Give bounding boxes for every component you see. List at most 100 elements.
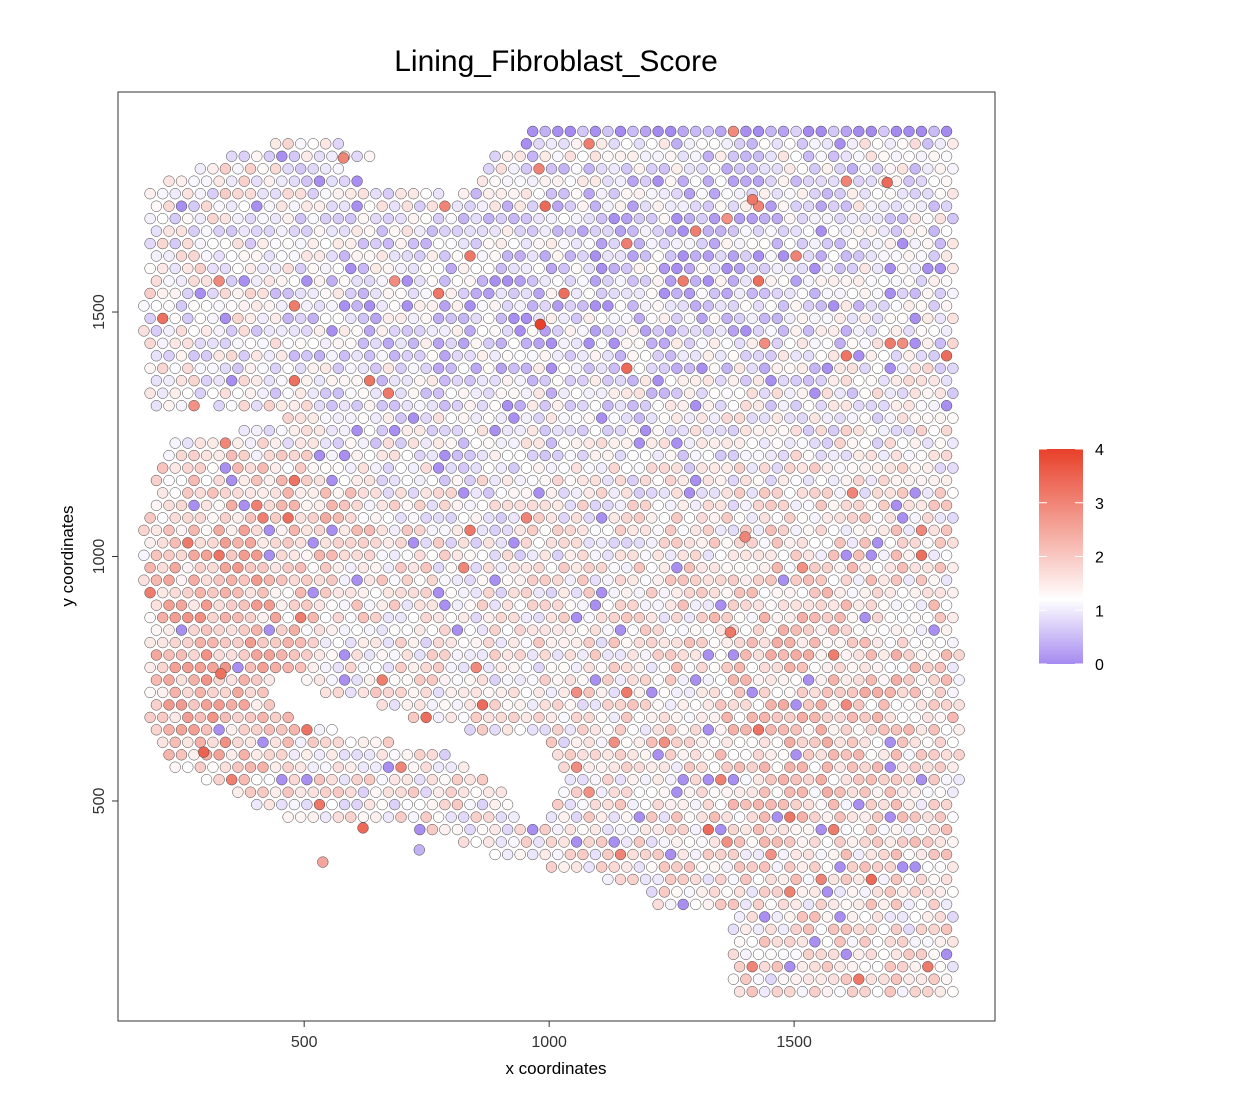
spot-point bbox=[947, 861, 959, 873]
spot-point bbox=[363, 275, 376, 287]
spot-point bbox=[834, 836, 846, 848]
spot-point bbox=[815, 724, 827, 736]
spot-point bbox=[351, 275, 363, 287]
spot-point bbox=[759, 212, 771, 225]
spot-point bbox=[370, 786, 382, 798]
spot-point bbox=[690, 724, 702, 736]
spot-point bbox=[288, 300, 301, 312]
spot-point bbox=[658, 462, 671, 474]
spot-point bbox=[702, 574, 714, 586]
spot-point bbox=[627, 524, 639, 536]
spot-point bbox=[420, 512, 432, 524]
spot-point bbox=[759, 287, 771, 300]
spot-point bbox=[175, 574, 188, 586]
spot-point bbox=[520, 237, 533, 250]
spot-point bbox=[765, 275, 777, 287]
spot-point bbox=[802, 774, 815, 786]
spot-point bbox=[633, 861, 645, 873]
spot-point bbox=[947, 961, 959, 973]
spot-point bbox=[589, 724, 602, 736]
spot-point bbox=[614, 674, 627, 686]
spot-point bbox=[470, 786, 482, 798]
spot-point bbox=[646, 188, 658, 200]
chart-title: Lining_Fibroblast_Score bbox=[394, 45, 718, 78]
spot-point bbox=[426, 350, 438, 362]
spot-point bbox=[608, 437, 620, 449]
spot-point bbox=[608, 587, 620, 599]
spot-point bbox=[382, 362, 395, 374]
spot-point bbox=[771, 287, 783, 300]
spot-point bbox=[144, 312, 156, 325]
spot-point bbox=[320, 736, 332, 748]
spot-point bbox=[527, 150, 539, 162]
spot-point bbox=[802, 948, 815, 960]
spot-point bbox=[690, 774, 702, 786]
spot-point bbox=[733, 163, 746, 175]
spot-point bbox=[790, 175, 802, 187]
spot-point bbox=[702, 150, 714, 162]
spot-point bbox=[552, 823, 564, 836]
spot-point bbox=[251, 350, 263, 362]
spot-point bbox=[188, 325, 200, 337]
spot-point bbox=[326, 250, 338, 262]
spot-point bbox=[690, 549, 702, 561]
spot-point bbox=[194, 512, 206, 524]
spot-point bbox=[332, 462, 344, 474]
spot-point bbox=[834, 911, 846, 923]
spot-point bbox=[746, 437, 758, 449]
spot-point bbox=[915, 424, 928, 437]
spot-point bbox=[928, 225, 940, 237]
spot-point bbox=[251, 150, 263, 162]
spot-point bbox=[307, 587, 319, 599]
spot-point bbox=[326, 225, 338, 237]
spot-point bbox=[721, 337, 733, 349]
spot-point bbox=[859, 262, 871, 275]
spot-point bbox=[897, 661, 909, 674]
spot-point bbox=[470, 811, 482, 823]
spot-point bbox=[740, 250, 752, 262]
spot-point bbox=[627, 624, 639, 636]
spot-point bbox=[326, 400, 338, 412]
spot-point bbox=[276, 350, 288, 362]
spot-point bbox=[445, 312, 457, 325]
spot-point bbox=[470, 836, 482, 848]
spot-point bbox=[501, 699, 514, 711]
spot-point bbox=[740, 923, 752, 935]
spot-point bbox=[545, 562, 558, 574]
spot-point bbox=[345, 811, 357, 823]
spot-point bbox=[495, 587, 507, 599]
spot-point bbox=[809, 711, 821, 724]
highlight-point bbox=[215, 668, 227, 680]
spot-point bbox=[947, 686, 959, 699]
spot-point bbox=[157, 587, 169, 599]
spot-point bbox=[777, 873, 790, 886]
spot-point bbox=[621, 362, 633, 374]
spot-point bbox=[232, 686, 244, 699]
spot-point bbox=[890, 724, 903, 736]
spot-point bbox=[577, 225, 589, 237]
spot-point bbox=[395, 512, 407, 524]
spot-point bbox=[596, 362, 608, 374]
spot-point bbox=[834, 462, 846, 474]
spot-point bbox=[257, 761, 269, 773]
spot-point bbox=[784, 537, 796, 549]
spot-point bbox=[539, 599, 551, 611]
spot-point bbox=[345, 387, 357, 399]
spot-point bbox=[558, 711, 570, 724]
spot-point bbox=[909, 786, 921, 798]
spot-point bbox=[740, 898, 752, 911]
spot-point bbox=[577, 200, 589, 212]
spot-point bbox=[903, 250, 915, 262]
spot-point bbox=[897, 287, 909, 300]
spot-point bbox=[326, 449, 338, 462]
spot-point bbox=[771, 487, 783, 499]
spot-point bbox=[282, 262, 294, 275]
spot-point bbox=[200, 724, 213, 736]
spot-point bbox=[740, 873, 752, 886]
spot-point bbox=[834, 312, 846, 325]
spot-point bbox=[157, 736, 169, 748]
spot-point bbox=[696, 362, 708, 374]
spot-point bbox=[909, 686, 921, 699]
spot-point bbox=[733, 761, 746, 773]
spot-point bbox=[934, 961, 946, 973]
